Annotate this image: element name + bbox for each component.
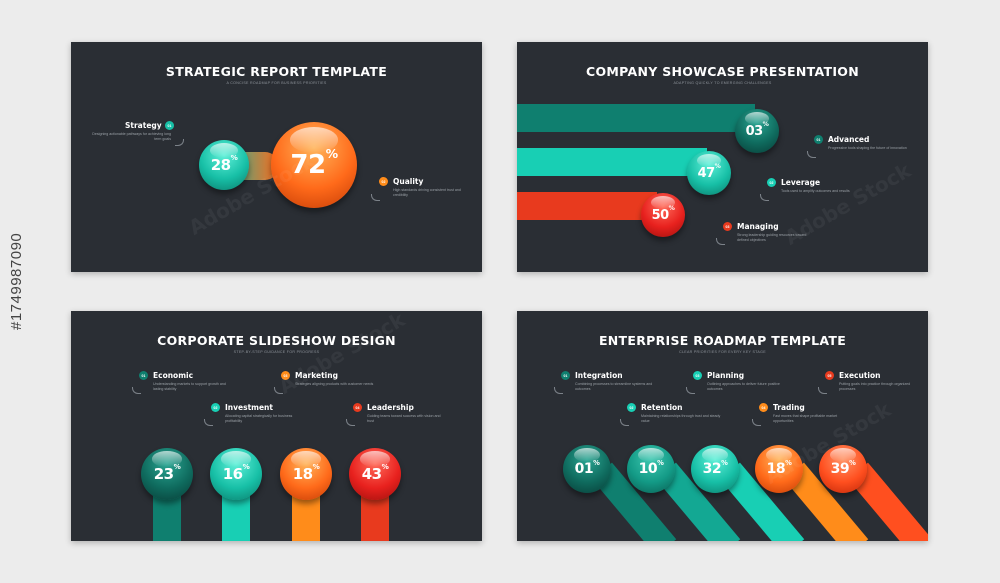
item-marker: 04: [759, 403, 768, 412]
item-label-planning: Planning: [707, 371, 745, 380]
percent-ball: 03%: [735, 109, 779, 153]
slide-enterprise-roadmap: ENTERPRISE ROADMAP TEMPLATE CLEAR PRIORI…: [517, 311, 928, 541]
item-label-investment: Investment: [225, 403, 273, 412]
item-label-leadership: Leadership: [367, 403, 414, 412]
item-label-retention: Retention: [641, 403, 683, 412]
item-desc-advanced: Progressive tools shaping the future of …: [828, 146, 907, 150]
connector-curl: [686, 387, 695, 394]
percent-ball: 16%: [210, 448, 262, 500]
percent-ball: 50%: [641, 193, 685, 237]
percent-ball: 32%: [691, 445, 739, 493]
item-marker: 01: [814, 135, 823, 144]
percent-ball: 43%: [349, 448, 401, 500]
percent-ball: 23%: [141, 448, 193, 500]
item-marker: 02: [211, 403, 220, 412]
item-label-execution: Execution: [839, 371, 881, 380]
item-label-advanced: Advanced: [828, 135, 870, 144]
percent-ball: 01%: [563, 445, 611, 493]
item-desc-strategy: Designing actionable pathways for achiev…: [92, 132, 171, 141]
progress-bar: [517, 192, 657, 220]
percent-ball: 28%: [199, 140, 249, 190]
item-label-trading: Trading: [773, 403, 805, 412]
connector-curl: [716, 238, 725, 245]
connector-curl: [371, 194, 380, 201]
item-marker: 02: [379, 177, 388, 186]
item-desc-leadership: Guiding teams toward success with vision…: [367, 414, 441, 423]
progress-bar: [517, 104, 755, 132]
item-desc-leverage: Tools used to amplify outcomes and resul…: [781, 189, 850, 193]
item-desc-quality: High standards driving consistent trust …: [393, 188, 461, 197]
connector-curl: [274, 387, 283, 394]
item-desc-planning: Outlining approaches to deliver future p…: [707, 382, 780, 391]
percent-ball: 10%: [627, 445, 675, 493]
progress-bar: [517, 148, 707, 176]
item-desc-managing: Strong leadership guiding resources towa…: [737, 233, 807, 242]
slide-corporate-slideshow: CORPORATE SLIDESHOW DESIGN STEP-BY-STEP …: [71, 311, 482, 541]
connector-curl: [175, 139, 184, 146]
slide-subtitle: ADAPTING QUICKLY TO EMERGING CHALLENGES: [673, 81, 772, 85]
item-desc-investment: Allocating capital strategically for bus…: [225, 414, 293, 423]
slide-title: ENTERPRISE ROADMAP TEMPLATE: [598, 333, 847, 348]
connector-curl: [554, 387, 563, 394]
item-desc-economic: Understanding markets to support growth …: [153, 382, 226, 391]
item-marker: 04: [353, 403, 362, 412]
slide-subtitle: CLEAR PRIORITIES FOR EVERY KEY STAGE: [679, 350, 766, 354]
connector-curl: [132, 387, 141, 394]
item-label-strategy: Strategy: [125, 121, 162, 130]
item-marker: 01: [561, 371, 570, 380]
slide-subtitle: A CONCISE ROADMAP FOR BUSINESS PRIORITIE…: [226, 81, 327, 85]
item-marker: 05: [825, 371, 834, 380]
stock-id-label: #1749987090: [8, 232, 25, 330]
item-desc-retention: Maintaining relationships through trust …: [641, 414, 721, 423]
connector-curl: [807, 151, 816, 158]
item-label-integration: Integration: [575, 371, 623, 380]
item-marker: 01: [139, 371, 148, 380]
item-marker: 01: [165, 121, 174, 130]
connector-curl: [346, 419, 355, 426]
slide-subtitle: STEP-BY-STEP GUIDANCE FOR PROGRESS: [233, 350, 320, 354]
connector-curl: [752, 419, 761, 426]
slide-title: STRATEGIC REPORT TEMPLATE: [165, 64, 388, 79]
percent-ball: 18%: [280, 448, 332, 500]
slide-company-showcase: COMPANY SHOWCASE PRESENTATION ADAPTING Q…: [517, 42, 928, 272]
item-marker: 03: [693, 371, 702, 380]
connector-curl: [760, 194, 769, 201]
percent-ball: 39%: [819, 445, 867, 493]
item-label-leverage: Leverage: [781, 178, 821, 187]
item-desc-execution: Putting goals into practice through orga…: [839, 382, 911, 391]
item-marker: 02: [767, 178, 776, 187]
item-label-managing: Managing: [737, 222, 779, 231]
item-marker: 02: [627, 403, 636, 412]
item-marker: 03: [281, 371, 290, 380]
connector-curl: [620, 419, 629, 426]
item-desc-marketing: Strategies aligning products with custom…: [295, 382, 374, 386]
slide-title: COMPANY SHOWCASE PRESENTATION: [586, 64, 859, 79]
item-label-marketing: Marketing: [295, 371, 338, 380]
percent-ball: 72%: [271, 122, 357, 208]
item-marker: 03: [723, 222, 732, 231]
item-label-economic: Economic: [153, 371, 194, 380]
item-desc-integration: Combining processes to streamline system…: [575, 382, 653, 391]
slide-strategic-report: STRATEGIC REPORT TEMPLATE A CONCISE ROAD…: [71, 42, 482, 272]
connector-curl: [818, 387, 827, 394]
slide-title: CORPORATE SLIDESHOW DESIGN: [157, 333, 396, 348]
connector-curl: [204, 419, 213, 426]
percent-ball: 47%: [687, 151, 731, 195]
percent-ball: 18%: [755, 445, 803, 493]
item-desc-trading: Fast moves that shape profitable market …: [773, 414, 838, 423]
item-label-quality: Quality: [393, 177, 424, 186]
